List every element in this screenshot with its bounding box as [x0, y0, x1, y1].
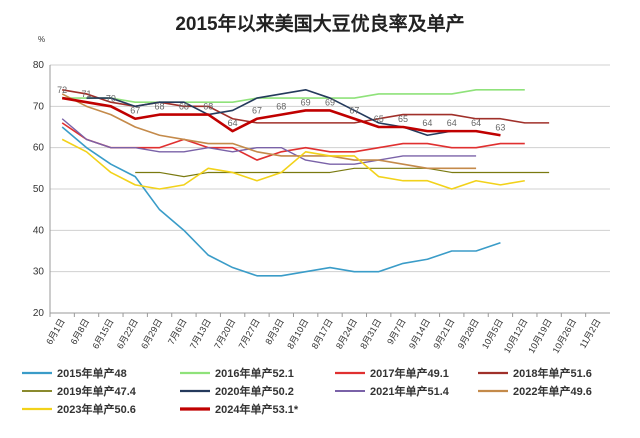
data-label: 65: [374, 114, 384, 124]
data-label: 70: [106, 93, 116, 103]
data-label: 72: [57, 85, 67, 95]
legend-label: 2023年单产50.6: [57, 402, 136, 416]
series-line: [135, 167, 550, 178]
data-label: 69: [325, 97, 335, 107]
data-label: 69: [301, 97, 311, 107]
series-line: [86, 89, 501, 137]
y-tick-label: 40: [33, 225, 45, 236]
y-tick-label: 20: [33, 308, 45, 319]
y-tick-label: 30: [33, 267, 45, 278]
data-label: 68: [276, 102, 286, 112]
legend-label: 2018年单产51.6: [513, 366, 592, 380]
y-axis-label: %: [38, 35, 45, 44]
legend-label: 2021年单产51.4: [370, 384, 450, 398]
data-label: 67: [252, 106, 262, 116]
data-label: 64: [228, 118, 238, 128]
data-label: 67: [349, 106, 359, 116]
legend-label: 2015年单产48: [57, 366, 127, 380]
series-line: [61, 93, 477, 170]
chart-title: 2015年以来美国大豆优良率及单产: [175, 12, 464, 35]
legend-label: 2024年单产53.1*: [215, 402, 299, 416]
series-line: [61, 118, 477, 165]
data-label: 64: [447, 118, 457, 128]
legend-label: 2020年单产50.2: [215, 384, 294, 398]
legend-label: 2019年单产47.4: [57, 384, 137, 398]
data-label: 63: [495, 122, 505, 132]
series-line: [61, 126, 501, 277]
legend-label: 2016年单产52.1: [215, 366, 294, 380]
y-tick-label: 50: [33, 184, 45, 195]
data-label: 65: [398, 114, 408, 124]
series-line: [61, 96, 501, 137]
legend-label: 2022年单产49.6: [513, 384, 592, 398]
data-label: 71: [82, 89, 92, 99]
data-label: 68: [179, 102, 189, 112]
series-line: [62, 89, 525, 103]
data-label: 68: [155, 102, 165, 112]
y-tick-label: 70: [33, 101, 45, 112]
data-label: 64: [422, 118, 432, 128]
y-tick-label: 80: [33, 60, 45, 71]
legend-label: 2017年单产49.1: [370, 366, 449, 380]
series-line: [61, 138, 525, 190]
data-label: 68: [203, 102, 213, 112]
data-label: 67: [130, 106, 140, 116]
data-label: 64: [471, 118, 481, 128]
y-tick-label: 60: [33, 143, 45, 154]
